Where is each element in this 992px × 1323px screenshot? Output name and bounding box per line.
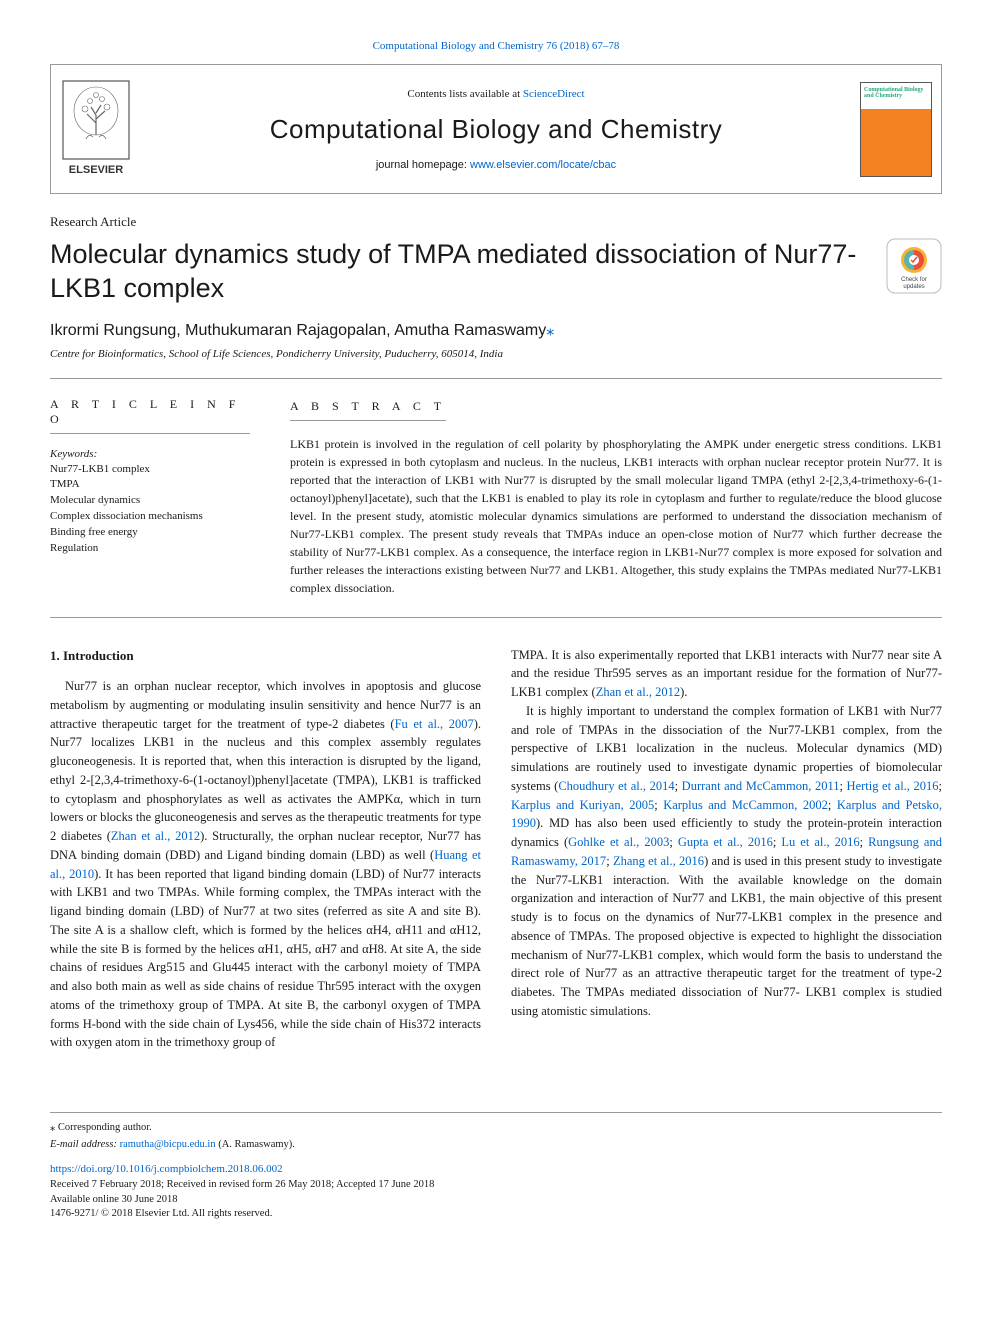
homepage-line: journal homepage: www.elsevier.com/locat… [141, 159, 851, 171]
abstract-text: LKB1 protein is involved in the regulati… [290, 435, 942, 597]
keyword-item: TMPA [50, 477, 250, 493]
title-row: Molecular dynamics study of TMPA mediate… [50, 238, 942, 306]
keywords-list: Nur77-LKB1 complex TMPA Molecular dynami… [50, 462, 250, 558]
citation-link[interactable]: Zhan et al., 2012 [111, 829, 200, 843]
keyword-item: Molecular dynamics [50, 493, 250, 509]
available-line: Available online 30 June 2018 [50, 1193, 942, 1208]
email-line: E-mail address: ramutha@bicpu.edu.in (A.… [50, 1138, 942, 1153]
svg-text:Check for: Check for [901, 277, 927, 283]
elsevier-logo: ELSEVIER [51, 65, 141, 193]
affiliation: Centre for Bioinformatics, School of Lif… [50, 348, 942, 360]
contents-line: Contents lists available at ScienceDirec… [141, 88, 851, 100]
citation-link[interactable]: Karplus and Kuriyan, 2005 [511, 798, 654, 812]
body-paragraph: Nur77 is an orphan nuclear receptor, whi… [50, 677, 481, 1052]
email-suffix: (A. Ramaswamy). [216, 1139, 295, 1150]
citation-link[interactable]: Karplus and McCammon, 2002 [663, 798, 828, 812]
keyword-item: Complex dissociation mechanisms [50, 509, 250, 525]
article-type: Research Article [50, 214, 942, 230]
section-heading: 1. Introduction [50, 646, 481, 666]
citation-link[interactable]: Lu et al., 2016 [781, 835, 859, 849]
homepage-link[interactable]: www.elsevier.com/locate/cbac [470, 159, 616, 171]
citation-link[interactable]: Gohlke et al., 2003 [568, 835, 669, 849]
citation-link[interactable]: Zhang et al., 2016 [613, 854, 704, 868]
journal-header: ELSEVIER Contents lists available at Sci… [50, 64, 942, 194]
body-col-left: 1. Introduction Nur77 is an orphan nucle… [50, 646, 481, 1053]
email-link[interactable]: ramutha@bicpu.edu.in [120, 1139, 216, 1150]
info-abstract-row: A R T I C L E I N F O Keywords: Nur77-LK… [50, 378, 942, 618]
copyright-line: 1476-9271/ © 2018 Elsevier Ltd. All righ… [50, 1207, 942, 1222]
citation-link[interactable]: Hertig et al., 2016 [847, 779, 939, 793]
authors-list: Ikrormi Rungsung, Muthukumaran Rajagopal… [50, 322, 546, 339]
cover-title-text: Computational Biology and Chemistry [864, 87, 931, 100]
svg-text:updates: updates [903, 284, 924, 290]
keyword-item: Regulation [50, 541, 250, 557]
body-paragraph: TMPA. It is also experimentally reported… [511, 646, 942, 702]
check-updates-icon: Check for updates [886, 238, 942, 294]
homepage-prefix: journal homepage: [376, 159, 470, 171]
citation-link[interactable]: Choudhury et al., 2014 [558, 779, 674, 793]
doi-line: https://doi.org/10.1016/j.compbiolchem.2… [50, 1162, 942, 1178]
citation-link[interactable]: Durrant and McCammon, 2011 [682, 779, 840, 793]
authors: Ikrormi Rungsung, Muthukumaran Rajagopal… [50, 320, 942, 340]
article-title: Molecular dynamics study of TMPA mediate… [50, 238, 866, 306]
received-line: Received 7 February 2018; Received in re… [50, 1178, 942, 1193]
journal-name: Computational Biology and Chemistry [141, 114, 851, 145]
top-citation: Computational Biology and Chemistry 76 (… [50, 40, 942, 52]
header-center: Contents lists available at ScienceDirec… [141, 65, 851, 193]
svg-text:ELSEVIER: ELSEVIER [69, 164, 123, 176]
body-col-right: TMPA. It is also experimentally reported… [511, 646, 942, 1053]
email-label: E-mail address: [50, 1139, 120, 1150]
journal-cover: Computational Biology and Chemistry [851, 65, 941, 193]
top-citation-link[interactable]: Computational Biology and Chemistry 76 (… [373, 40, 620, 52]
keywords-label: Keywords: [50, 448, 250, 460]
elsevier-tree-icon: ELSEVIER [61, 79, 131, 179]
sciencedirect-link[interactable]: ScienceDirect [523, 88, 585, 100]
abstract-head: A B S T R A C T [290, 399, 446, 421]
footer: ⁎ Corresponding author. E-mail address: … [50, 1112, 942, 1222]
corresponding-mark-link[interactable]: ⁎ [546, 322, 554, 339]
contents-prefix: Contents lists available at [407, 88, 522, 100]
keyword-item: Binding free energy [50, 525, 250, 541]
citation-link[interactable]: Gupta et al., 2016 [678, 835, 773, 849]
keyword-item: Nur77-LKB1 complex [50, 462, 250, 478]
check-updates-badge[interactable]: Check for updates [886, 238, 942, 294]
article-info-column: A R T I C L E I N F O Keywords: Nur77-LK… [50, 397, 250, 597]
citation-link[interactable]: Zhan et al., 2012 [596, 685, 680, 699]
body-paragraph: It is highly important to understand the… [511, 702, 942, 1021]
article-info-head: A R T I C L E I N F O [50, 397, 250, 434]
journal-cover-image: Computational Biology and Chemistry [860, 82, 932, 177]
corresponding-author-note: ⁎ Corresponding author. [50, 1121, 942, 1136]
doi-link[interactable]: https://doi.org/10.1016/j.compbiolchem.2… [50, 1163, 283, 1175]
citation-link[interactable]: Fu et al., 2007 [395, 717, 474, 731]
abstract-column: A B S T R A C T LKB1 protein is involved… [290, 397, 942, 597]
body-columns: 1. Introduction Nur77 is an orphan nucle… [50, 646, 942, 1053]
